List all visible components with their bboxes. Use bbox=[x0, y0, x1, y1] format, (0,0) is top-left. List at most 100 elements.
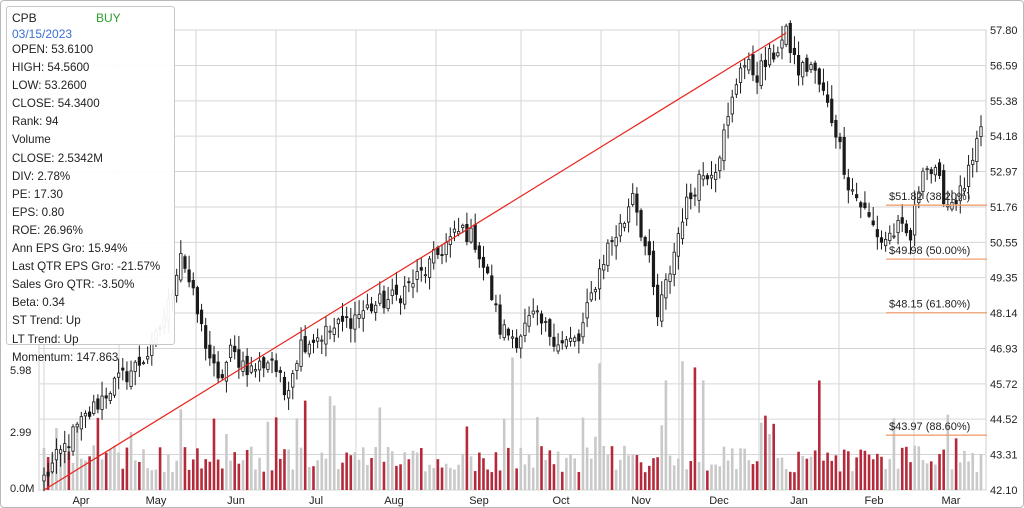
candle-body bbox=[751, 54, 755, 76]
candle-body bbox=[419, 267, 423, 271]
candle-body bbox=[643, 236, 647, 247]
volume-bar bbox=[772, 423, 775, 490]
candle-body bbox=[904, 223, 908, 234]
candle-body bbox=[705, 175, 709, 180]
candle-body bbox=[299, 339, 303, 367]
candle-body bbox=[121, 367, 125, 371]
volume-bar bbox=[648, 465, 651, 490]
volume-bar bbox=[776, 458, 780, 490]
volume-bar bbox=[921, 460, 925, 490]
volume-bar bbox=[714, 464, 717, 490]
candle-body bbox=[146, 356, 150, 360]
month-tick-label: Apr bbox=[72, 495, 89, 507]
volume-bar bbox=[950, 469, 954, 490]
candle-body bbox=[726, 116, 730, 126]
info-row: ST Trend: Up bbox=[12, 314, 81, 328]
volume-bar bbox=[652, 458, 655, 490]
candle-body bbox=[888, 232, 892, 241]
candle-body bbox=[581, 322, 585, 338]
volume-bar bbox=[208, 461, 212, 490]
volume-bar bbox=[444, 463, 448, 490]
volume-bar bbox=[225, 434, 228, 490]
volume-bar bbox=[635, 455, 639, 490]
volume-bar bbox=[677, 458, 680, 490]
candle-body bbox=[656, 284, 660, 318]
candle-body bbox=[303, 336, 307, 353]
price-tick-label: 48.14 bbox=[990, 308, 1018, 320]
candle-body bbox=[71, 426, 75, 452]
candle-body bbox=[423, 274, 428, 277]
candle-body bbox=[75, 423, 79, 428]
volume-bar bbox=[788, 471, 792, 490]
price-tick-label: 45.72 bbox=[990, 379, 1018, 391]
month-tick-label: Jul bbox=[309, 495, 323, 507]
volume-bar bbox=[536, 417, 539, 490]
candle-body bbox=[403, 285, 407, 305]
volume-tick-label: 2.99 bbox=[10, 427, 31, 439]
volume-bar bbox=[531, 467, 535, 490]
candle-body bbox=[204, 325, 208, 349]
candle-body bbox=[759, 60, 763, 86]
volume-bar bbox=[403, 452, 407, 490]
candle-body bbox=[220, 374, 224, 379]
volume-bar bbox=[133, 460, 137, 490]
candle-body bbox=[660, 294, 664, 322]
volume-bar bbox=[473, 471, 477, 490]
candle-body bbox=[606, 242, 610, 266]
candle-body bbox=[631, 193, 635, 205]
volume-bar bbox=[92, 445, 96, 490]
volume-bar bbox=[660, 425, 664, 490]
candle-body bbox=[108, 393, 112, 401]
volume-bar bbox=[697, 461, 701, 490]
volume-bar bbox=[851, 471, 854, 490]
volume-bar bbox=[544, 460, 547, 490]
volume-bar bbox=[805, 458, 809, 490]
volume-bar bbox=[204, 459, 207, 490]
candle-body bbox=[568, 337, 573, 342]
volume-bar bbox=[75, 425, 79, 490]
info-row: Last QTR EPS Gro: -21.57% bbox=[12, 260, 161, 274]
candle-body bbox=[676, 233, 680, 257]
volume-bar bbox=[929, 461, 933, 490]
volume-bar bbox=[328, 396, 332, 490]
candle-body bbox=[187, 269, 191, 283]
volume-bar bbox=[971, 452, 975, 490]
volume-bar bbox=[871, 459, 875, 490]
volume-bar bbox=[896, 468, 900, 490]
volume-bar bbox=[664, 380, 668, 490]
price-tick-label: 51.76 bbox=[990, 202, 1018, 214]
volume-bar bbox=[162, 472, 166, 490]
month-tick-label: Feb bbox=[865, 495, 884, 507]
candle-body bbox=[639, 210, 643, 238]
fib-level-label: $48.15 (61.80%) bbox=[889, 299, 970, 311]
candle-body bbox=[544, 321, 548, 323]
volume-bar bbox=[797, 451, 800, 490]
candle-body bbox=[88, 411, 92, 417]
candle-body bbox=[755, 75, 759, 83]
month-tick-label: Mar bbox=[942, 495, 961, 507]
candle-body bbox=[850, 189, 855, 192]
candle-body bbox=[651, 250, 656, 288]
volume-bar bbox=[830, 460, 834, 490]
volume-bar bbox=[643, 472, 647, 490]
candle-body bbox=[179, 253, 183, 281]
volume-bar bbox=[498, 470, 502, 490]
volume-bar bbox=[606, 454, 610, 490]
volume-bar bbox=[457, 464, 460, 490]
candle-body bbox=[133, 361, 137, 372]
candle-body bbox=[411, 283, 415, 288]
volume-bar bbox=[357, 459, 361, 490]
candle-body bbox=[295, 363, 299, 371]
volume-bar bbox=[540, 446, 543, 490]
volume-bar bbox=[424, 471, 427, 490]
candle-body bbox=[262, 357, 266, 369]
volume-bar bbox=[938, 453, 941, 490]
candle-body bbox=[908, 230, 913, 241]
volume-bar bbox=[581, 417, 585, 490]
volume-bar bbox=[216, 459, 220, 490]
volume-bar bbox=[295, 418, 299, 490]
volume-bar bbox=[303, 400, 307, 490]
volume-bar bbox=[784, 469, 788, 490]
volume-bar bbox=[934, 464, 937, 490]
